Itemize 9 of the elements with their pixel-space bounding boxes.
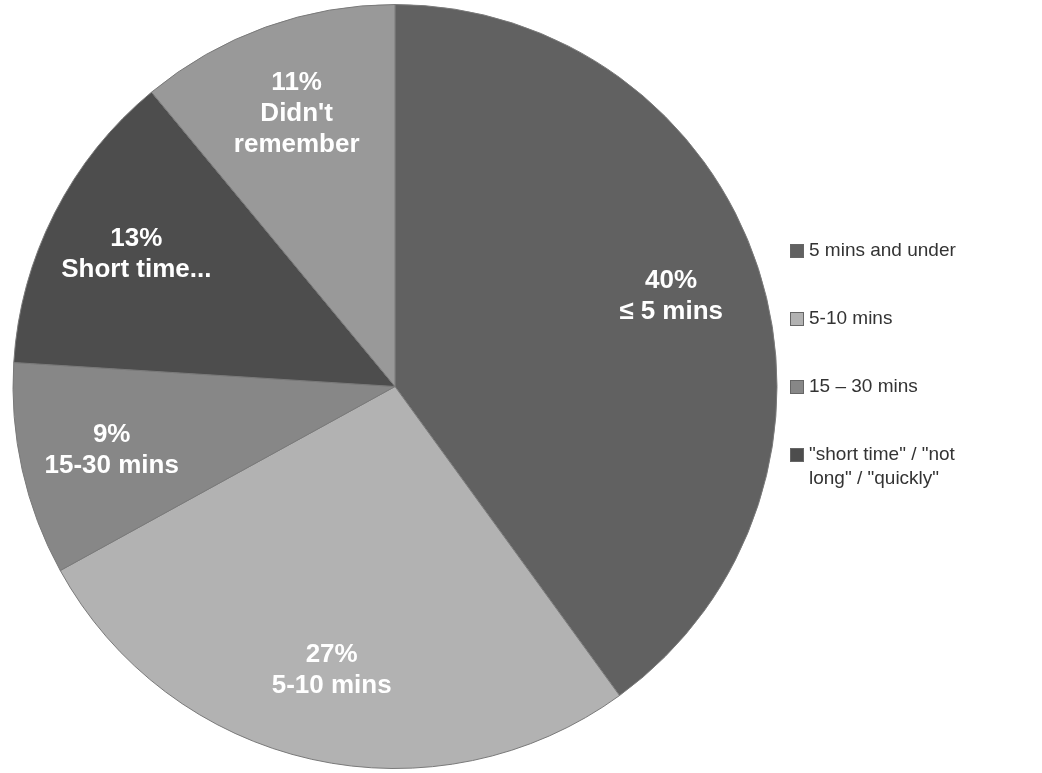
legend-label: 5 mins and under: [809, 238, 956, 262]
legend-label: 15 – 30 mins: [809, 374, 918, 398]
data-label: 9% 15-30 mins: [44, 417, 179, 479]
data-label: 13% Short time...: [61, 222, 212, 284]
data-label: 40% ≤ 5 mins: [619, 264, 724, 326]
legend-label: "short time" / "not long" / "quickly": [809, 442, 956, 490]
data-label: 27% 5-10 mins: [271, 637, 392, 699]
data-label: 11% Didn't remember: [233, 65, 360, 158]
legend-label: 5-10 mins: [809, 306, 893, 330]
